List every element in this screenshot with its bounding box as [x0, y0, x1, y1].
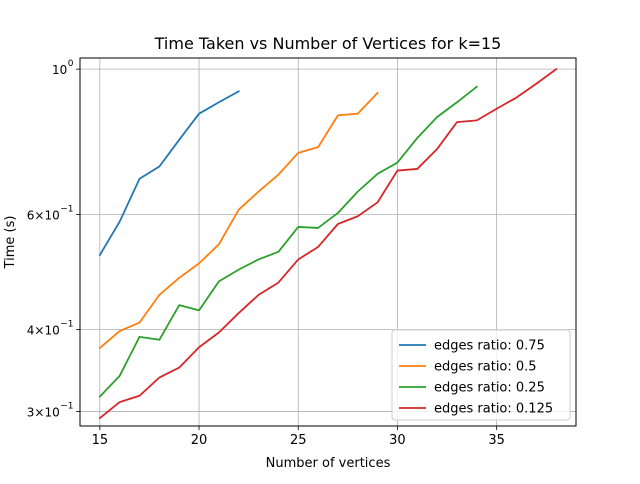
y-tick-label: 3×10 −1	[27, 401, 74, 419]
legend-item: edges ratio: 0.25	[399, 381, 545, 396]
y-tick-exponent: 0	[68, 59, 74, 69]
legend-box	[391, 329, 571, 421]
legend-item: edges ratio: 0.5	[399, 360, 537, 375]
y-tick-base: 6×10	[27, 208, 60, 222]
y-tick-label: 4×10 −1	[27, 320, 74, 338]
y-tick-base: 4×10	[27, 324, 60, 338]
series-line-3	[98, 67, 558, 420]
legend-label: edges ratio: 0.125	[434, 402, 553, 417]
y-tick-base: 3×10	[27, 405, 60, 419]
series-line-2	[98, 85, 479, 398]
y-tick-label: 10 0	[52, 59, 74, 77]
legend: edges ratio: 0.75 edges ratio: 0.5 edges r…	[391, 329, 571, 421]
x-axis-ticks: 15 20 25 30 35	[92, 426, 505, 448]
legend-label: edges ratio: 0.25	[434, 381, 545, 396]
chart-title: Time Taken vs Number of Vertices for k=1…	[154, 34, 502, 53]
series-lines	[98, 67, 558, 420]
x-tick-label: 25	[290, 433, 307, 448]
y-tick-exponent: −1	[60, 320, 73, 330]
x-tick-label: 15	[92, 433, 109, 448]
series-line-1	[98, 91, 379, 350]
legend-label: edges ratio: 0.75	[434, 339, 545, 354]
plot-frame	[79, 57, 577, 427]
legend-item: edges ratio: 0.75	[399, 339, 545, 354]
series-line-0	[98, 90, 240, 257]
y-tick-exponent: −1	[60, 401, 73, 411]
grid	[80, 58, 576, 426]
x-tick-label: 20	[191, 433, 208, 448]
x-axis-label: Number of vertices	[266, 456, 391, 471]
y-tick-label: 6×10 −1	[27, 204, 74, 222]
legend-item: edges ratio: 0.125	[399, 402, 553, 417]
legend-label: edges ratio: 0.5	[434, 360, 537, 375]
y-tick-exponent: −1	[60, 204, 73, 214]
x-tick-label: 30	[389, 433, 406, 448]
y-tick-base: 10	[52, 63, 67, 77]
x-tick-label: 35	[488, 433, 505, 448]
y-axis-label: Time (s)	[3, 216, 18, 270]
